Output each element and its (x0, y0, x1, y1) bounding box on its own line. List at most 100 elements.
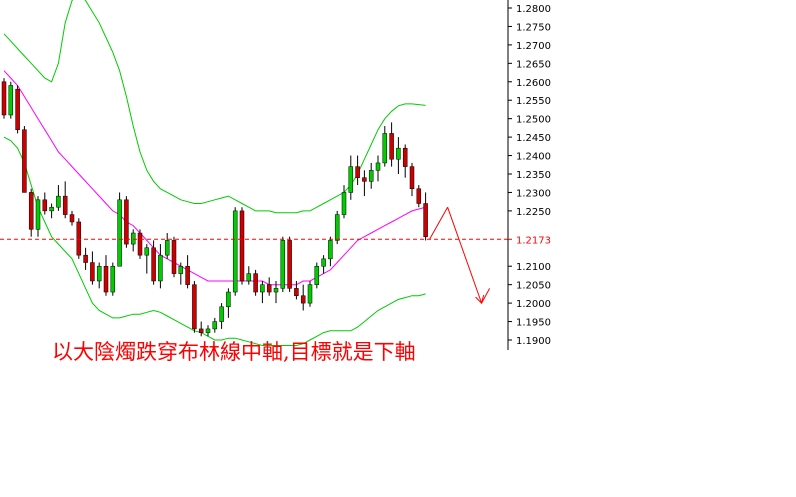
candle-body (328, 240, 333, 260)
candle-body (110, 265, 116, 293)
candle-body (103, 265, 109, 293)
candle (205, 325, 211, 337)
candle-body (402, 147, 408, 167)
candle (212, 317, 218, 333)
tick-label: 1.2700 (516, 41, 551, 52)
candle-body (151, 247, 156, 282)
candle-body (389, 133, 394, 160)
candle-body (341, 192, 347, 215)
tick-label: 1.2000 (516, 299, 551, 310)
price-axis: 1.2800 1.2750 1.2700 1.2650 1.2600 1.2550 1.25… (507, 0, 551, 350)
candle (368, 162, 374, 189)
candle-body (260, 284, 265, 293)
bb-lower-line (3, 136, 426, 346)
forecast-segment (429, 206, 449, 240)
candle (83, 247, 88, 270)
candle (266, 277, 272, 296)
candle-body (35, 199, 41, 230)
candle-body (300, 295, 306, 304)
candle (375, 155, 381, 182)
candle-body (178, 265, 184, 274)
candle (239, 207, 245, 285)
candle (334, 210, 340, 245)
candle-body (83, 254, 88, 263)
tick-label: 1.2450 (516, 133, 551, 144)
candle-body (239, 210, 245, 282)
candle-body (205, 328, 211, 333)
candle (314, 262, 320, 289)
candle-body (334, 214, 340, 241)
forecast-segment (447, 207, 483, 304)
candle-body (192, 284, 197, 330)
candle-body (314, 265, 320, 285)
candle-body (287, 240, 292, 289)
candle-body (185, 265, 190, 285)
bollinger-bands (3, 0, 426, 346)
candle-body (137, 232, 143, 256)
candle (396, 137, 401, 174)
candle-body (253, 273, 258, 293)
candle (130, 229, 136, 252)
candle (158, 244, 163, 289)
candle (402, 144, 408, 178)
candle-body (409, 166, 415, 190)
candle-body (96, 265, 102, 282)
candle-body (42, 199, 48, 212)
candle (76, 218, 82, 259)
candle-body (158, 254, 163, 282)
candle (117, 192, 122, 267)
candle (42, 192, 48, 215)
candle-body (396, 147, 401, 160)
candle-body (232, 210, 238, 293)
candle (287, 236, 292, 293)
candle-body (273, 288, 279, 293)
candle-body (8, 85, 14, 116)
tick-label: 1.1900 (516, 336, 551, 347)
candle (8, 81, 14, 119)
current-price-label: 1.2173 (516, 235, 551, 246)
candle (389, 122, 394, 167)
candle (321, 255, 326, 274)
candle (144, 244, 150, 274)
candle (110, 262, 116, 296)
forecast-segment (481, 288, 491, 304)
candle (62, 181, 68, 219)
candles (1, 78, 428, 337)
candle-body (355, 166, 360, 178)
tick-label: 1.2550 (516, 96, 551, 107)
tick-label: 1.1950 (516, 318, 551, 329)
candle-body (117, 199, 122, 267)
candle (164, 233, 170, 259)
candle (300, 284, 306, 311)
candle-body (69, 214, 75, 223)
candle (90, 251, 95, 285)
candle-body (28, 192, 34, 230)
candle-body (375, 162, 381, 171)
candle (22, 126, 27, 193)
candle (178, 262, 184, 285)
tick-label: 1.2600 (516, 78, 551, 89)
candle-body (1, 81, 7, 116)
candle (35, 196, 41, 237)
candle (232, 207, 238, 296)
candle-body (266, 284, 272, 293)
candle-body (294, 288, 299, 296)
candle (28, 188, 34, 237)
candle (137, 229, 143, 259)
candle (341, 185, 347, 219)
candle (280, 236, 286, 293)
candle (307, 280, 313, 307)
candle-body (171, 240, 177, 274)
candle (273, 280, 279, 304)
candle (409, 162, 415, 197)
candle-body (226, 291, 231, 308)
forecast-arrowhead (475, 294, 485, 305)
candle (96, 262, 102, 289)
candle-body (76, 221, 82, 256)
candle (103, 255, 109, 296)
candle (124, 196, 129, 248)
candle-body (246, 273, 252, 282)
candle-body (212, 321, 218, 330)
